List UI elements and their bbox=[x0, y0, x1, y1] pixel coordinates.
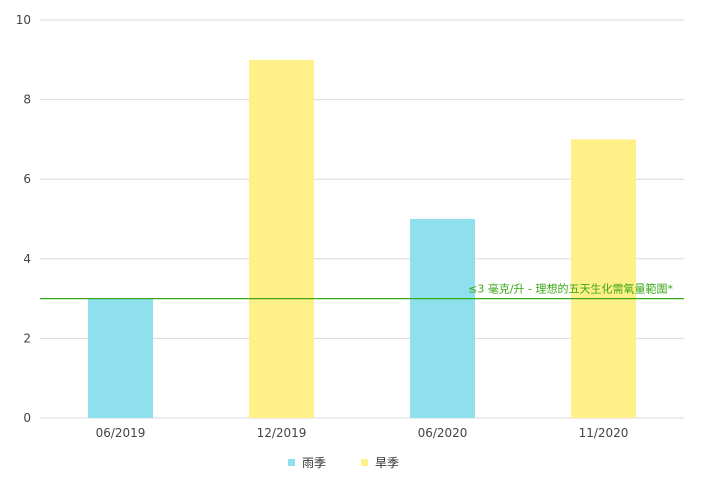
legend-swatch-rainy bbox=[288, 459, 295, 466]
x-tick-label: 11/2020 bbox=[579, 426, 629, 440]
x-tick-label: 06/2019 bbox=[96, 426, 146, 440]
y-tick-label: 10 bbox=[16, 13, 31, 27]
bar-06-2019 bbox=[88, 298, 153, 418]
legend-label-rainy: 雨季 bbox=[302, 456, 326, 470]
y-tick-label: 0 bbox=[23, 411, 31, 425]
bar-11-2020 bbox=[571, 139, 636, 418]
legend: 雨季 旱季 bbox=[288, 456, 399, 470]
y-tick-label: 4 bbox=[23, 252, 31, 266]
y-axis-ticks: 0 2 4 6 8 10 bbox=[16, 13, 31, 425]
y-tick-label: 6 bbox=[23, 172, 31, 186]
bar-12-2019 bbox=[249, 59, 314, 419]
legend-label-dry: 旱季 bbox=[375, 456, 399, 470]
x-tick-label: 12/2019 bbox=[257, 426, 307, 440]
bar-06-2020 bbox=[410, 219, 475, 418]
reference-line-group: ≤3 毫克/升 - 理想的五天生化需氧量範圍* bbox=[40, 282, 684, 300]
x-axis-ticks: 06/2019 12/2019 06/2020 11/2020 bbox=[96, 426, 629, 440]
bars bbox=[88, 59, 636, 419]
y-tick-label: 2 bbox=[23, 331, 31, 345]
y-tick-label: 8 bbox=[23, 93, 31, 107]
reference-line-label: ≤3 毫克/升 - 理想的五天生化需氧量範圍* bbox=[468, 282, 673, 296]
legend-swatch-dry bbox=[361, 459, 368, 466]
x-tick-label: 06/2020 bbox=[418, 426, 468, 440]
